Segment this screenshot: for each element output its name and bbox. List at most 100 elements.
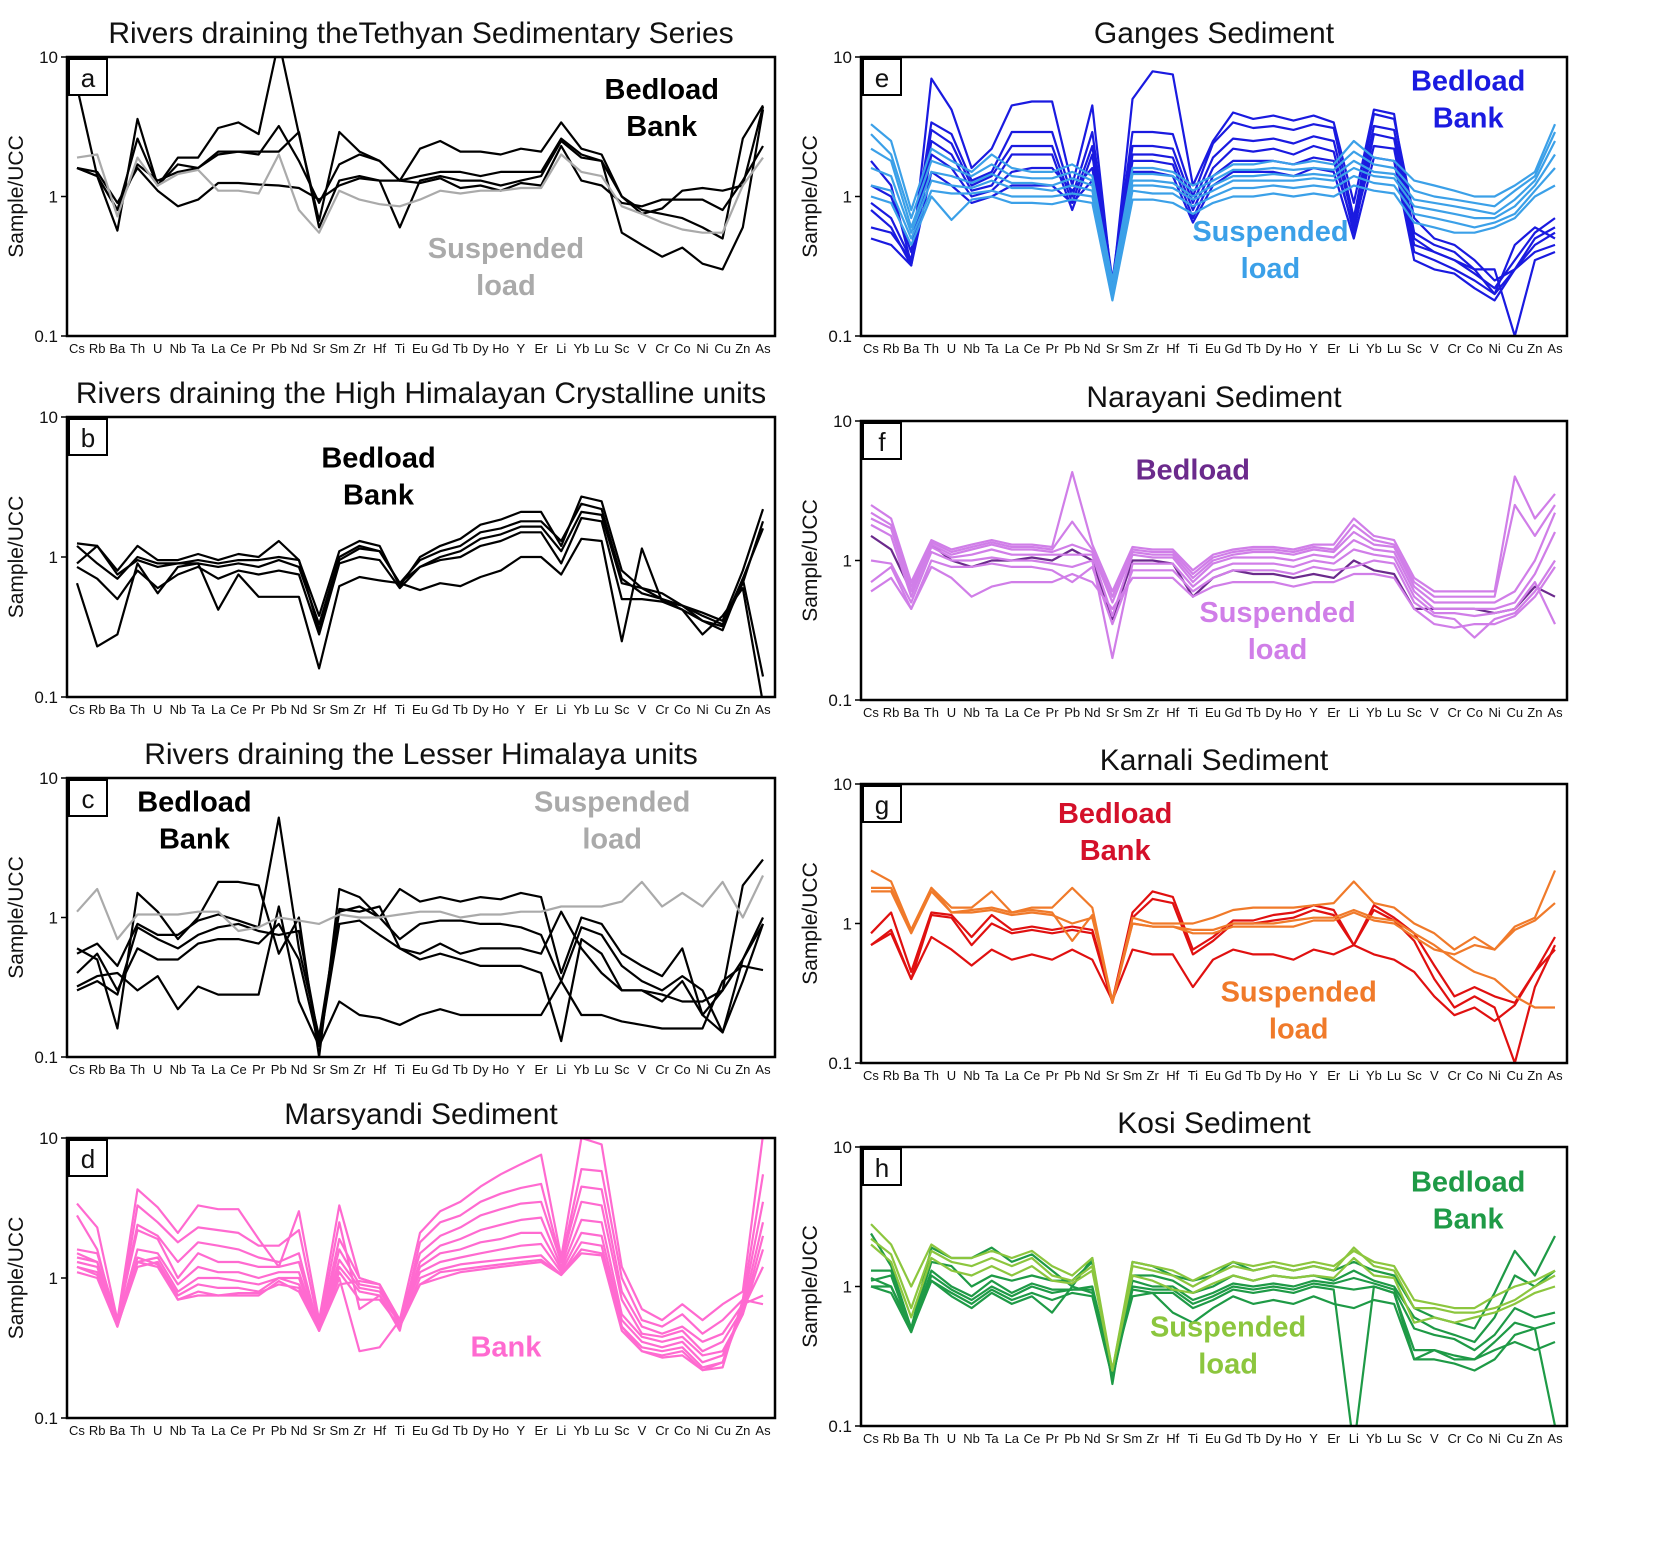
x-tick-label: Ce [1024,1431,1041,1446]
annotation-label: Suspended [428,233,584,265]
x-tick-label: Gd [432,1423,449,1438]
panel-title: Ganges Sediment [1094,17,1335,50]
x-tick-label: Sm [330,1062,350,1077]
x-tick-label: Rb [883,705,900,720]
x-tick-label: Nb [963,705,980,720]
y-tick-label: 10 [39,769,58,788]
x-tick-label: Zn [735,1423,750,1438]
series-line [870,184,1556,302]
x-tick-label: Sr [313,702,327,717]
x-tick-label: Cu [714,1062,731,1077]
x-tick-label: Sc [1407,1068,1423,1083]
x-tick-label: Er [1327,341,1341,356]
x-tick-label: Gd [1224,1431,1241,1446]
x-tick-label: Co [674,341,691,356]
x-tick-label: Y [1309,1068,1318,1083]
x-tick-label: Li [556,1423,566,1438]
x-tick-label: Lu [594,1423,608,1438]
x-tick-label: Ni [1489,705,1501,720]
y-tick-label: 1 [49,548,58,567]
x-tick-label: Nb [170,341,187,356]
y-tick-label: 0.1 [34,688,58,707]
annotation-label: Bank [159,823,231,855]
x-tick-label: Gd [432,341,449,356]
x-tick-label: Dy [473,1062,489,1077]
x-tick-label: Pb [1064,341,1080,356]
annotation-label: Bedload [1411,65,1525,97]
x-tick-label: Li [1349,1068,1359,1083]
series-line [76,919,764,1048]
panel-letter-box [862,1148,902,1186]
x-tick-label: Cs [863,1431,879,1446]
annotation-label: Bedload [321,442,435,474]
x-tick-label: Ta [191,702,206,717]
x-tick-label: Rb [883,1068,900,1083]
x-tick-label: La [1005,1431,1020,1446]
x-tick-label: Sc [614,1423,630,1438]
x-tick-label: V [638,1423,647,1438]
panel-e: Ganges Sediment Sample/UCC 0.1 1 10 Cs Rb Ba Th U… [799,17,1569,356]
x-tick-label: Ti [1188,705,1198,720]
x-tick-label: Dy [1265,705,1281,720]
x-tick-label: Th [924,705,939,720]
x-tick-label: Rb [89,1062,106,1077]
x-tick-label: Rb [883,1431,900,1446]
x-tick-label: Eu [1205,1068,1221,1083]
series-line [870,1243,1556,1372]
x-tick-label: Cr [655,341,669,356]
x-tick-label: Ho [492,341,509,356]
x-tick-label: Sr [1106,1068,1120,1083]
x-tick-label: Zn [1527,341,1542,356]
panel-b: Rivers draining the High Himalayan Cryst… [5,377,777,717]
x-tick-label: Ba [903,1068,920,1083]
x-tick-label: V [638,702,647,717]
x-tick-label: Ho [1285,1431,1302,1446]
x-tick-label: Sm [1123,1068,1143,1083]
x-tick-label: As [755,341,771,356]
series-line [870,131,1557,282]
series-line [76,905,764,1048]
annotation-label: Suspended [1150,1312,1306,1344]
x-tick-label: Nb [170,702,187,717]
x-tick-label: Ce [1024,705,1041,720]
x-tick-label: U [947,705,956,720]
annotation-label: Suspended [1199,597,1355,629]
series-line [76,1231,765,1364]
x-tick-label: Eu [412,702,428,717]
x-tick-label: Zr [353,1423,366,1438]
annotation-label: load [1248,634,1308,666]
x-tick-label: Li [1349,341,1359,356]
x-tick-label: U [153,1423,162,1438]
y-tick-label: 1 [843,552,852,571]
x-tick-label: Er [1327,705,1341,720]
x-tick-label: Ho [492,1062,509,1077]
x-tick-label: Dy [1265,1068,1281,1083]
series-line [870,523,1556,618]
x-tick-label: Ce [230,1062,247,1077]
x-tick-label: Sc [614,341,630,356]
x-tick-label: Pb [271,1423,287,1438]
series-line [871,886,1555,1009]
x-tick-label: Pb [271,702,287,717]
panel-letter-box [862,58,902,96]
y-axis-label: Sample/UCC [5,135,28,258]
x-tick-label: Lu [1387,705,1401,720]
x-tick-label: Cr [1448,1431,1462,1446]
panel-f: Narayani Sediment Sample/UCC 0.1 1 10 Cs Rb Ba T… [799,381,1569,720]
series-line [870,1223,1556,1372]
x-tick-label: Rb [89,341,106,356]
x-tick-label: Zr [353,1062,366,1077]
x-tick-label: U [153,1062,162,1077]
x-tick-label: Sc [614,1062,630,1077]
series-line [870,565,1556,629]
x-tick-label: Ni [696,1062,708,1077]
x-tick-label: Ni [1489,1068,1501,1083]
x-tick-label: Gd [432,702,449,717]
x-tick-label: Nd [291,1062,308,1077]
annotation-label: Suspended [1221,977,1377,1009]
x-tick-label: Ni [1489,341,1501,356]
series-line [870,1269,1556,1372]
x-tick-label: Ti [395,1062,405,1077]
x-tick-label: Zn [735,341,750,356]
x-tick-label: Sc [1407,705,1423,720]
